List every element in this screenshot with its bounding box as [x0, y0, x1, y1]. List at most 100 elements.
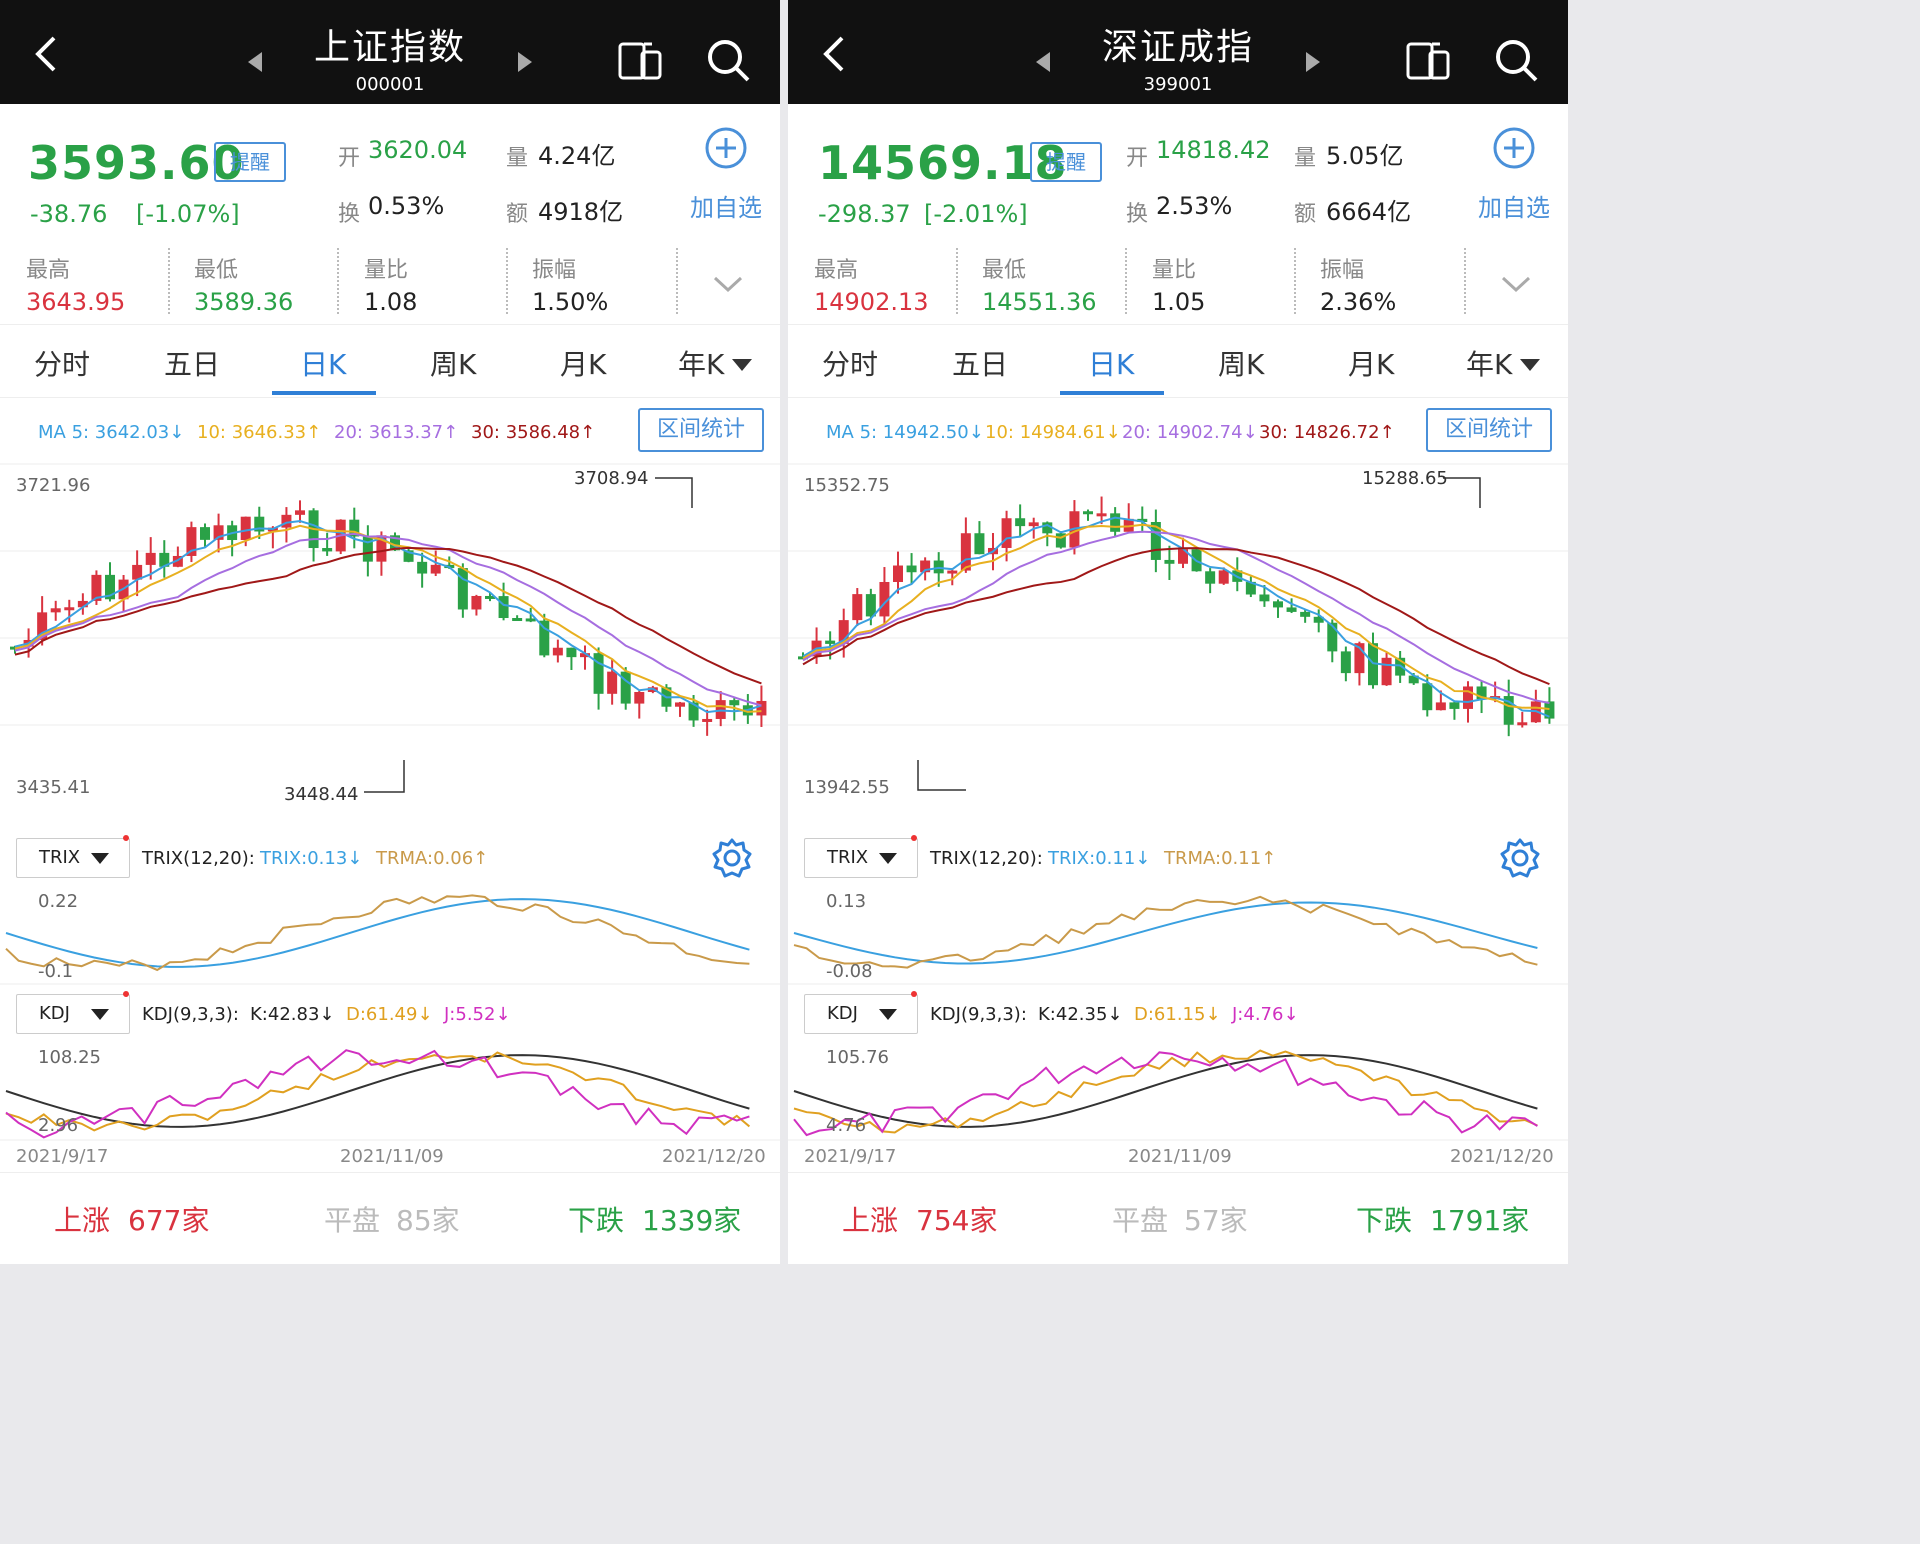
- search-icon[interactable]: [706, 38, 750, 82]
- kdj-chart: [788, 1049, 1568, 1141]
- k-axis-top: 3721.96: [16, 475, 91, 496]
- kdj-k-value: K:42.35↓: [1038, 1004, 1123, 1025]
- caret-down-icon[interactable]: [732, 359, 752, 371]
- candle-body: [1435, 702, 1446, 711]
- candle-body: [1313, 616, 1324, 623]
- tab-five-day[interactable]: 五日: [164, 348, 221, 381]
- search-icon[interactable]: [1494, 38, 1538, 82]
- candle-body: [430, 564, 441, 574]
- ma10-label: 10: 3646.33↑: [197, 422, 322, 443]
- candle-body: [852, 594, 863, 621]
- high-value: 3643.95: [26, 288, 126, 316]
- tab-weekly-k[interactable]: 周K: [430, 348, 477, 381]
- tab-monthly-k[interactable]: 月K: [1348, 348, 1395, 381]
- candle-body: [607, 671, 618, 694]
- candle-body: [240, 516, 251, 541]
- kdj-selector[interactable]: KDJ: [16, 991, 130, 1034]
- k-axis-bottom: 3435.41: [16, 777, 91, 798]
- candle-body: [702, 718, 713, 722]
- amount-value: 4918亿: [538, 198, 624, 226]
- candle-body: [1300, 611, 1311, 617]
- phone-rotate-icon[interactable]: [618, 40, 662, 80]
- index-code: 399001: [1143, 74, 1213, 95]
- candle-body: [1137, 518, 1148, 522]
- advancers-count: 754家: [916, 1204, 998, 1237]
- candle-body: [1327, 622, 1338, 652]
- candle-body: [566, 647, 577, 658]
- trix-selector[interactable]: TRIX: [804, 835, 918, 878]
- range-stats-button[interactable]: 区间统计: [1426, 408, 1552, 452]
- gear-icon[interactable]: [712, 838, 752, 878]
- trix-selector[interactable]: TRIX: [16, 835, 130, 878]
- tab-monthly-k[interactable]: 月K: [560, 348, 607, 381]
- date-start: 2021/9/17: [16, 1146, 109, 1167]
- price-change-pct: [-2.01%]: [924, 200, 1028, 228]
- amount-label: 额: [1294, 202, 1317, 227]
- phone-rotate-icon[interactable]: [1406, 40, 1450, 80]
- candle-body: [200, 527, 210, 540]
- caret-down-icon[interactable]: [1520, 359, 1540, 371]
- candle-body: [1408, 675, 1419, 684]
- candle-body: [362, 536, 373, 562]
- candle-body: [1164, 559, 1175, 564]
- tab-daily-k[interactable]: 日K: [1088, 348, 1135, 381]
- tab-intraday[interactable]: 分时: [34, 348, 91, 381]
- back-arrow-icon[interactable]: [816, 34, 856, 74]
- candle-body: [1178, 549, 1188, 564]
- k-axis-top: 15352.75: [804, 475, 890, 496]
- tab-yearly-k[interactable]: 年K: [1466, 348, 1513, 381]
- candle-body: [1028, 522, 1039, 527]
- header-bar: 深证成指 399001: [788, 0, 1568, 104]
- indicator-line: [793, 901, 1538, 965]
- unchanged-label: 平盘: [1112, 1204, 1169, 1237]
- back-arrow-icon[interactable]: [28, 34, 68, 74]
- candle-body: [1395, 657, 1406, 676]
- candle-body: [688, 702, 699, 721]
- add-watchlist-icon[interactable]: [704, 126, 748, 170]
- candle-body: [947, 570, 958, 574]
- candle-body: [1110, 513, 1121, 532]
- candlestick-chart[interactable]: [788, 460, 1568, 810]
- add-watchlist-button[interactable]: 加自选: [690, 194, 762, 222]
- candle-body: [417, 561, 428, 574]
- next-index-arrow-icon[interactable]: [518, 52, 532, 72]
- volume-ratio-label: 量比: [1152, 258, 1197, 283]
- amount-label: 额: [506, 202, 529, 227]
- next-index-arrow-icon[interactable]: [1306, 52, 1320, 72]
- candle-body: [1001, 518, 1012, 548]
- candle-body: [825, 640, 836, 644]
- prev-index-arrow-icon[interactable]: [248, 52, 262, 72]
- tab-five-day[interactable]: 五日: [952, 348, 1009, 381]
- add-watchlist-icon[interactable]: [1492, 126, 1536, 170]
- chevron-down-icon[interactable]: [712, 274, 744, 294]
- moving-average-line: [802, 530, 1550, 704]
- current-price: 3593.60: [28, 136, 245, 190]
- candle-body: [634, 691, 645, 704]
- volume-value: 4.24亿: [538, 142, 616, 170]
- ma20-label: 20: 3613.37↑: [334, 422, 459, 443]
- range-stats-button[interactable]: 区间统计: [638, 408, 764, 452]
- gear-icon[interactable]: [1500, 838, 1540, 878]
- index-code: 000001: [355, 74, 425, 95]
- add-watchlist-button[interactable]: 加自选: [1478, 194, 1550, 222]
- candle-body: [322, 548, 333, 552]
- prev-index-arrow-icon[interactable]: [1036, 52, 1050, 72]
- kdj-selector[interactable]: KDJ: [804, 991, 918, 1034]
- chevron-down-icon[interactable]: [1500, 274, 1532, 294]
- remind-button[interactable]: 提醒: [1030, 142, 1102, 182]
- tab-yearly-k[interactable]: 年K: [678, 348, 725, 381]
- candlestick-chart[interactable]: [0, 460, 780, 810]
- volume-label: 量: [1294, 146, 1317, 171]
- tab-weekly-k[interactable]: 周K: [1218, 348, 1265, 381]
- moving-average-line: [14, 532, 762, 707]
- candle-body: [471, 595, 482, 610]
- current-price: 14569.18: [818, 136, 1068, 190]
- turnover-value: 0.53%: [368, 192, 445, 220]
- tab-intraday[interactable]: 分时: [822, 348, 879, 381]
- candle-body: [349, 519, 360, 537]
- amplitude-value: 2.36%: [1320, 288, 1397, 316]
- volume-ratio-value: 1.05: [1152, 288, 1206, 316]
- remind-button[interactable]: 提醒: [214, 142, 286, 182]
- candle-body: [1476, 686, 1487, 700]
- tab-daily-k[interactable]: 日K: [300, 348, 347, 381]
